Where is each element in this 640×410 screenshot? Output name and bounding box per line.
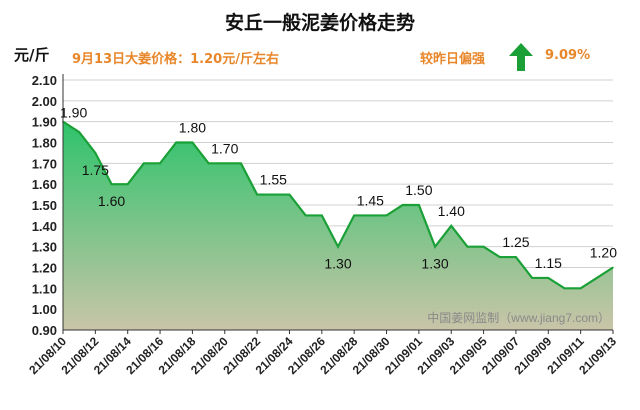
data-point	[288, 193, 291, 196]
trend-percent: 9.09%	[545, 48, 591, 63]
y-tick-label: 1.60	[32, 177, 57, 192]
data-label: 1.60	[98, 193, 125, 209]
data-point	[612, 266, 614, 269]
y-tick-label: 0.90	[32, 323, 57, 338]
data-label: 1.20	[590, 245, 617, 261]
axes	[62, 74, 613, 331]
y-tick-label: 1.50	[32, 198, 57, 213]
area-layer	[62, 120, 614, 330]
data-point	[143, 162, 145, 165]
data-labels: 1.90 1.75 1.60 1.80 1.70 1.55 1.30 1.45 1.50 1.30…	[60, 105, 617, 272]
data-point	[563, 287, 566, 290]
data-point	[175, 141, 178, 144]
y-tick-label: 1.70	[32, 156, 57, 171]
data-point	[482, 245, 485, 248]
data-point	[240, 162, 242, 165]
x-tick-labels: 21/08/1021/08/1221/08/1421/08/1621/08/18…	[26, 330, 619, 377]
y-tick-label: 1.10	[32, 281, 57, 296]
data-point	[126, 183, 129, 185]
up-arrow-icon	[509, 43, 533, 71]
data-point	[579, 287, 582, 290]
y-tick-label: 1.40	[32, 219, 57, 234]
data-point	[498, 256, 501, 258]
data-point	[256, 193, 258, 196]
data-label: 1.30	[324, 256, 351, 272]
data-point	[207, 162, 210, 165]
data-point	[159, 162, 161, 165]
data-point	[353, 214, 355, 217]
data-label: 1.80	[179, 120, 206, 136]
data-point	[321, 214, 323, 217]
data-label: 1.70	[211, 140, 238, 156]
data-point	[596, 277, 598, 279]
y-tick-label: 1.80	[32, 136, 57, 151]
data-point	[385, 214, 388, 217]
data-point	[78, 131, 80, 133]
y-tick-label: 1.90	[32, 115, 57, 130]
data-point	[191, 141, 194, 144]
y-tick-label: 1.30	[32, 240, 57, 255]
y-tick-label: 1.20	[32, 261, 57, 276]
data-point	[434, 245, 436, 248]
price-summary: 9月13日大姜价格：1.20元/斤左右	[72, 52, 279, 67]
y-tick-labels: 0.90 1.00 1.10 1.20 1.30 1.40 1.50 1.60 1.70 1.80…	[32, 73, 57, 338]
data-label: 1.75	[82, 162, 109, 178]
data-label: 1.50	[405, 182, 432, 198]
area-fill	[63, 121, 613, 330]
y-tick-label: 2.10	[32, 73, 57, 88]
chart-title: 安丘一般泥姜价格走势	[224, 12, 415, 34]
data-label: 1.45	[357, 192, 384, 208]
data-point	[515, 256, 517, 258]
data-label: 1.25	[502, 234, 529, 250]
data-point	[272, 193, 275, 196]
data-label: 1.40	[438, 203, 465, 219]
data-point	[531, 277, 533, 279]
trend-text: 较昨日偏强	[420, 52, 486, 67]
y-axis-unit: 元/斤	[14, 46, 50, 64]
data-label: 1.15	[535, 255, 562, 271]
y-tick-label: 1.00	[32, 302, 57, 317]
data-point	[450, 225, 453, 227]
watermark: 中国姜网监制（www.jiang7.com）	[427, 310, 610, 325]
data-point	[418, 204, 420, 206]
data-point	[304, 214, 307, 217]
data-label: 1.30	[421, 256, 448, 272]
data-label: 1.90	[60, 105, 87, 121]
data-point	[401, 204, 404, 206]
data-point	[223, 162, 226, 165]
y-tick-label: 2.00	[32, 94, 57, 109]
data-point	[547, 277, 550, 279]
data-label: 1.55	[260, 172, 287, 188]
data-point	[466, 245, 469, 248]
data-point	[94, 152, 97, 154]
data-point	[110, 183, 113, 185]
data-point	[369, 214, 372, 217]
data-point	[337, 245, 339, 248]
